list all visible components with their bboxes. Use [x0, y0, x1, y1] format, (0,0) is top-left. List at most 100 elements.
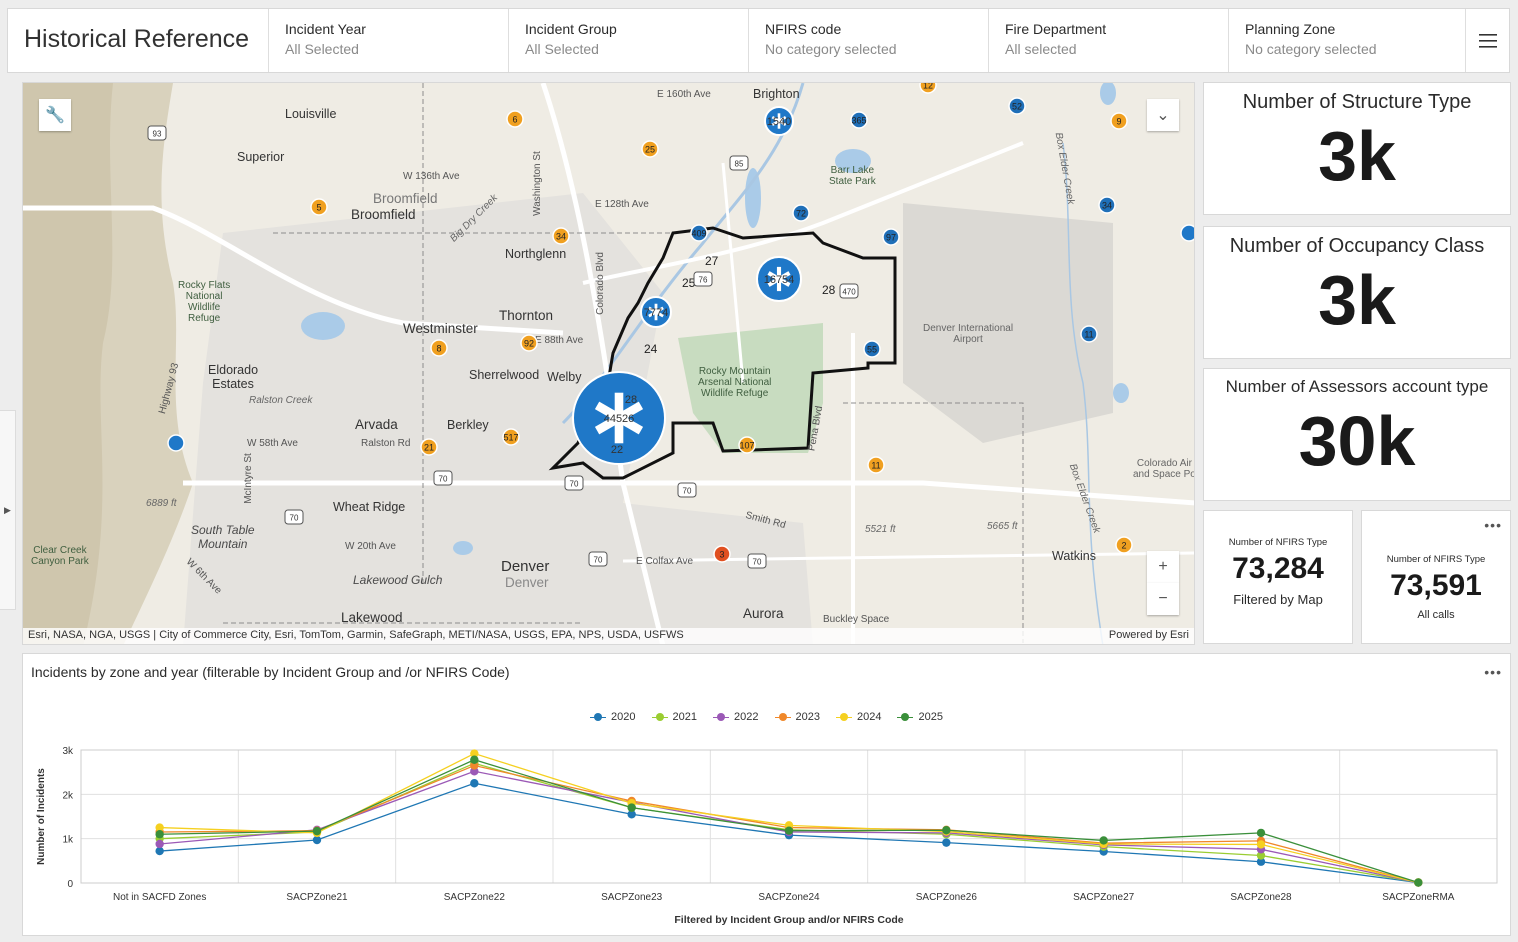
filter-fire-department[interactable]: Fire Department All selected: [988, 9, 1228, 72]
map-view[interactable]: Louisville Superior Broomfield Broomfiel…: [22, 82, 1195, 645]
ems-marker[interactable]: [1180, 224, 1195, 242]
data-point-2020[interactable]: [470, 779, 479, 788]
place-label: Denver: [501, 558, 550, 575]
legend-item[interactable]: 2023: [774, 711, 820, 723]
cluster-count: 22: [611, 444, 623, 456]
star-of-life-icon: [767, 271, 791, 287]
ems-cluster[interactable]: 7774: [640, 296, 672, 328]
more-options-icon[interactable]: •••: [1484, 517, 1502, 533]
ems-marker[interactable]: [167, 434, 185, 452]
incident-marker[interactable]: 11: [867, 456, 885, 474]
ems-cluster[interactable]: 1540: [764, 106, 794, 136]
ems-cluster[interactable]: 16754: [756, 256, 802, 302]
data-point-2020[interactable]: [155, 846, 164, 856]
incident-marker[interactable]: 2: [1115, 536, 1133, 554]
marker-count: 11: [871, 461, 880, 471]
incident-marker[interactable]: 34: [552, 227, 570, 245]
data-point-2025[interactable]: [470, 755, 479, 764]
data-point-2025[interactable]: [627, 803, 636, 812]
incident-marker[interactable]: 21: [420, 438, 438, 456]
data-point-2025[interactable]: [1099, 836, 1108, 845]
data-point-2020[interactable]: [312, 835, 322, 845]
data-point-2025[interactable]: [1414, 878, 1423, 887]
zoom-out-button[interactable]: −: [1147, 583, 1179, 615]
data-point-2021[interactable]: [1256, 851, 1266, 860]
legend-label: 2023: [795, 711, 820, 723]
incident-marker[interactable]: 97: [882, 228, 900, 246]
incident-marker[interactable]: 365: [850, 111, 868, 129]
legend-label: 2020: [611, 711, 636, 723]
card-value: 30k: [1298, 402, 1416, 480]
filter-incident-year[interactable]: Incident Year All Selected: [268, 9, 508, 72]
zone-label: 27: [705, 254, 719, 268]
incident-marker[interactable]: 3: [713, 545, 731, 563]
marker-count: 11: [1084, 330, 1093, 340]
incident-marker[interactable]: 34: [1098, 196, 1116, 214]
zoom-in-button[interactable]: +: [1147, 551, 1179, 583]
place-label: Denver International Airport: [923, 323, 1014, 345]
filter-planning-zone[interactable]: Planning Zone No category selected: [1228, 9, 1468, 72]
chart-legend: 2020 2021 2022 2023 2024 2025: [23, 711, 1510, 723]
marker-count: 72: [796, 209, 806, 219]
legend-item[interactable]: 2024: [835, 711, 881, 723]
incident-marker[interactable]: 8: [430, 339, 448, 357]
legend-item[interactable]: 2021: [651, 711, 697, 723]
incident-marker[interactable]: 6: [506, 110, 524, 128]
y-tick-label: 3k: [62, 746, 74, 757]
highway-shield: 70: [677, 482, 697, 498]
side-panel-toggle[interactable]: ▶: [0, 410, 16, 610]
data-point-2025[interactable]: [1256, 828, 1266, 838]
data-point-2025[interactable]: [784, 826, 794, 835]
filter-incident-group[interactable]: Incident Group All Selected: [508, 9, 748, 72]
y-tick-label: 0: [67, 879, 73, 890]
incident-marker[interactable]: 517: [502, 428, 520, 446]
filter-label: Fire Department: [1005, 21, 1107, 37]
data-point-2020[interactable]: [627, 810, 636, 819]
incident-marker[interactable]: 72: [792, 204, 810, 222]
ems-cluster[interactable]: 44526: [572, 371, 666, 465]
legend-item[interactable]: 2022: [713, 711, 759, 723]
data-point-2022[interactable]: [155, 839, 164, 849]
data-point-2024[interactable]: [470, 749, 479, 758]
legend-item[interactable]: 2025: [897, 711, 943, 723]
caret-right-icon: ▶: [4, 504, 11, 515]
incident-marker[interactable]: 92: [520, 334, 538, 352]
card-structure-type: Number of Structure Type 3k: [1203, 82, 1511, 215]
marker-count: 5: [316, 203, 321, 213]
data-point-2020[interactable]: [1256, 857, 1266, 866]
incident-marker[interactable]: 11: [1080, 325, 1098, 343]
incident-marker[interactable]: 25: [641, 140, 659, 158]
legend-item[interactable]: 2020: [590, 711, 636, 723]
road-label: W 58th Ave: [247, 438, 298, 449]
more-options-icon[interactable]: •••: [1484, 664, 1502, 680]
data-point-2024[interactable]: [1256, 840, 1266, 849]
minus-icon: −: [1158, 590, 1168, 607]
data-point-2024[interactable]: [155, 823, 164, 832]
data-point-2025[interactable]: [155, 830, 164, 839]
zone-label: 25: [682, 276, 696, 290]
incident-marker[interactable]: 5: [310, 198, 328, 216]
data-point-2020[interactable]: [942, 838, 951, 847]
powered-by-esri[interactable]: Powered by Esri: [1108, 629, 1189, 641]
filter-nfirs-code[interactable]: NFIRS code No category selected: [748, 9, 988, 72]
incident-marker[interactable]: 52: [1008, 97, 1026, 115]
hamburger-menu-button[interactable]: [1465, 9, 1509, 72]
legend-label: 2022: [734, 711, 759, 723]
wrench-tool-button[interactable]: 🔧: [39, 99, 71, 131]
incident-marker[interactable]: 12: [919, 83, 937, 94]
marker-count: 92: [524, 339, 534, 349]
expand-collapse-button[interactable]: ⌄: [1147, 99, 1179, 131]
incident-marker[interactable]: 9: [1110, 112, 1128, 130]
data-point-2025[interactable]: [312, 826, 322, 836]
incident-marker[interactable]: 107: [738, 436, 756, 454]
incident-marker[interactable]: 55: [863, 340, 881, 358]
marker-count: 34: [556, 232, 566, 242]
data-point-2025[interactable]: [942, 826, 951, 835]
data-point-2022[interactable]: [470, 767, 479, 776]
incident-marker[interactable]: 409: [690, 224, 708, 242]
data-point-2023[interactable]: [470, 761, 479, 770]
attribution-text[interactable]: Esri, NASA, NGA, USGS | City of Commerce…: [28, 629, 684, 641]
filter-value: All selected: [1005, 41, 1077, 57]
wrench-icon: 🔧: [45, 107, 65, 124]
plus-icon: +: [1158, 558, 1168, 575]
